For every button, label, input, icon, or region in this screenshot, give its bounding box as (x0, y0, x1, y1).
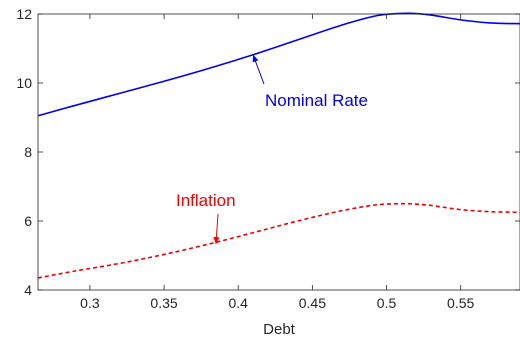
x-tick-label: 0.4 (228, 295, 248, 311)
x-axis-label: Debt (263, 321, 296, 338)
x-tick-label: 0.3 (80, 295, 100, 311)
plot-lines (37, 12, 520, 279)
x-axis: 0.3 0.35 0.4 0.45 0.5 0.55 (80, 14, 475, 311)
series-line-nominal-rate (37, 12, 520, 117)
y-tick-label: 12 (16, 6, 32, 22)
nominal-rate-arrowhead (252, 54, 259, 63)
series-line-inflation (37, 202, 520, 279)
y-axis: 4 6 8 10 12 (16, 6, 520, 298)
y-tick-label: 10 (16, 75, 32, 91)
inflation-label: Inflation (176, 191, 236, 210)
x-tick-label: 0.5 (377, 295, 397, 311)
x-tick-label: 0.35 (150, 295, 177, 311)
x-tick-label: 0.45 (299, 295, 326, 311)
nominal-rate-label: Nominal Rate (265, 91, 368, 110)
y-tick-label: 8 (24, 144, 32, 160)
x-tick-label: 0.55 (447, 295, 474, 311)
plot-frame (37, 13, 520, 291)
y-tick-label: 6 (24, 213, 32, 229)
y-tick-label: 4 (24, 282, 32, 298)
inflation-arrowhead (213, 236, 220, 245)
